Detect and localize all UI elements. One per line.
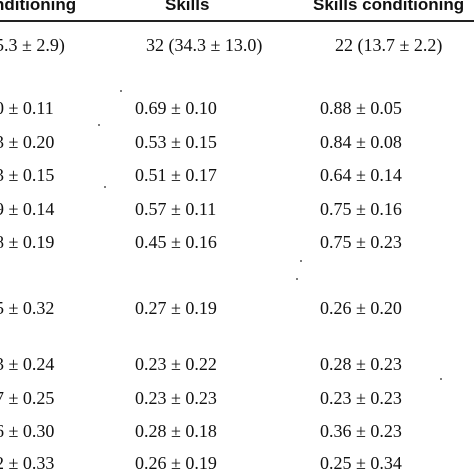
column-header-conditioning: nditioning bbox=[0, 0, 77, 14]
table-cell: 0.57 ± 0.11 bbox=[135, 199, 217, 219]
table-cell: 59 ± 0.14 bbox=[0, 199, 55, 219]
table-cell: 23 ± 0.20 bbox=[0, 132, 55, 152]
header-rule bbox=[0, 20, 474, 22]
table-cell: 0.84 ± 0.08 bbox=[320, 132, 402, 152]
table-cell: 0.69 ± 0.10 bbox=[135, 98, 217, 118]
scan-speck bbox=[296, 278, 298, 280]
table-cell: 0.64 ± 0.14 bbox=[320, 165, 402, 185]
table-cell: 53 ± 0.15 bbox=[0, 165, 55, 185]
column-header-skills: Skills bbox=[165, 0, 210, 14]
table-cell: 58 ± 0.19 bbox=[0, 232, 55, 252]
table-cell: 0.25 ± 0.34 bbox=[320, 453, 402, 473]
table-cell: 0.27 ± 0.19 bbox=[135, 298, 217, 318]
table-cell: 25 ± 0.32 bbox=[0, 298, 55, 318]
scan-speck bbox=[440, 378, 442, 380]
table-cell: 0.26 ± 0.19 bbox=[135, 453, 217, 473]
table-cell: 0.53 ± 0.15 bbox=[135, 132, 217, 152]
column-header-skills-conditioning: Skills conditioning bbox=[313, 0, 465, 14]
scan-speck bbox=[120, 90, 122, 92]
table-cell: 15.3 ± 2.9) bbox=[0, 35, 65, 55]
table-cell: 32 (34.3 ± 13.0) bbox=[146, 35, 263, 55]
scan-speck bbox=[300, 260, 302, 262]
table-cell: 0.75 ± 0.23 bbox=[320, 232, 402, 252]
table-cell: 0.23 ± 0.23 bbox=[135, 388, 217, 408]
table-cell: 0.45 ± 0.16 bbox=[135, 232, 217, 252]
table-cell: 0.28 ± 0.18 bbox=[135, 421, 217, 441]
table-cell: 0.75 ± 0.16 bbox=[320, 199, 402, 219]
table-cell: 93 ± 0.24 bbox=[0, 354, 55, 374]
table-cell: 0.23 ± 0.23 bbox=[320, 388, 402, 408]
table-cell: 56 ± 0.30 bbox=[0, 421, 55, 441]
table-cell: 30 ± 0.11 bbox=[0, 98, 54, 118]
table-cell: 0.28 ± 0.23 bbox=[320, 354, 402, 374]
table-cell: 0.23 ± 0.22 bbox=[135, 354, 217, 374]
table-cell: 57 ± 0.25 bbox=[0, 388, 55, 408]
table-cell: 22 ± 0.33 bbox=[0, 453, 55, 473]
table-cell: 0.26 ± 0.20 bbox=[320, 298, 402, 318]
table-cell: 0.88 ± 0.05 bbox=[320, 98, 402, 118]
scan-speck bbox=[104, 186, 106, 188]
table-cell: 22 (13.7 ± 2.2) bbox=[335, 35, 443, 55]
table-cell: 0.36 ± 0.23 bbox=[320, 421, 402, 441]
table-cell: 0.51 ± 0.17 bbox=[135, 165, 217, 185]
scan-speck bbox=[98, 124, 100, 126]
